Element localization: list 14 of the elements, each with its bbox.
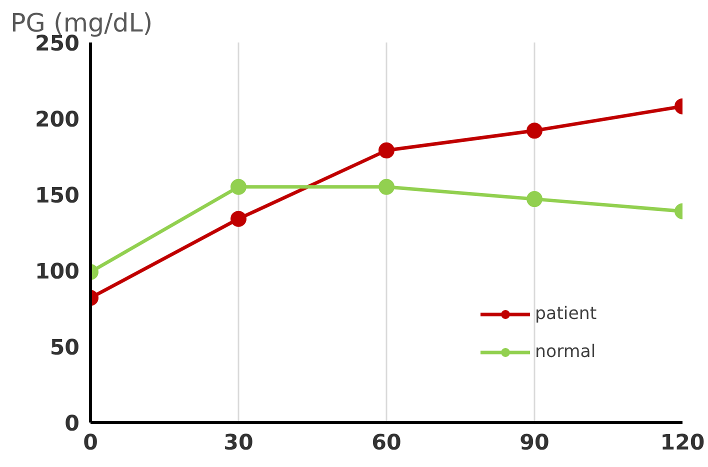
point (378, 178, 394, 195)
x-tick-label: 30 (224, 430, 254, 456)
y-tick-label: 150 (34, 184, 80, 208)
legend-label: patient (535, 304, 597, 324)
x-tick-label: 120 (660, 430, 705, 456)
y-tick-label: 50 (50, 336, 80, 360)
y-tick-label: 200 (34, 108, 80, 132)
point (378, 142, 394, 158)
x-tick-label: 60 (372, 430, 402, 456)
legend-label: normal (535, 342, 596, 362)
y-tick-label: 0 (64, 412, 80, 436)
y-tick-label: 100 (34, 260, 80, 284)
x-tick-label: 90 (520, 430, 550, 456)
x-tick-label: 0 (83, 430, 98, 456)
